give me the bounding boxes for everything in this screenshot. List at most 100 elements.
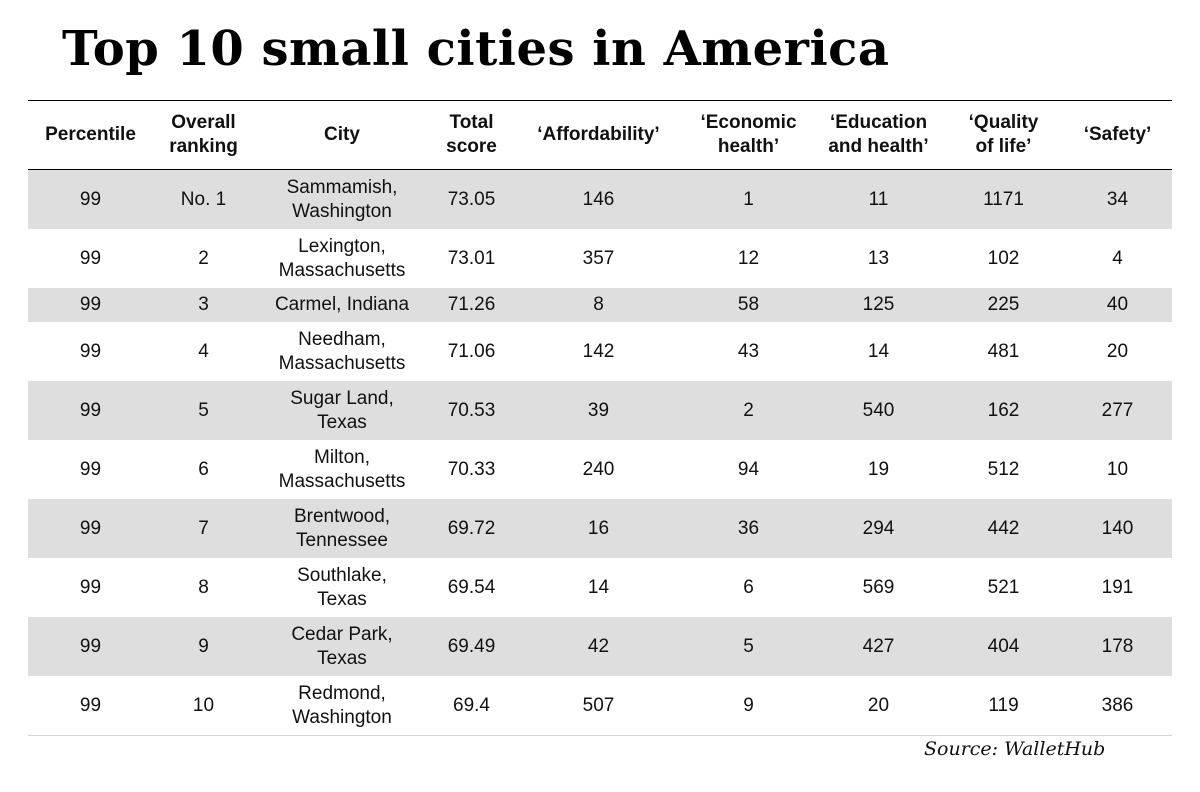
- cell-ranking: No. 1: [180, 188, 227, 210]
- cell-education: 20: [867, 694, 890, 716]
- cell-total: 69.72: [447, 517, 496, 539]
- cell-city: Lexington, Massachusetts: [254, 235, 430, 283]
- cell-ranking: 6: [198, 458, 209, 480]
- cell-ranking: 3: [198, 294, 209, 315]
- column-header-line: Overall: [171, 112, 236, 133]
- table-row: 99 No. 1 Sammamish, Washington 73.05 146 1 11 11…: [28, 170, 1172, 229]
- page-title: Top 10 small cities in America: [62, 21, 890, 77]
- column-header-safety: ‘Safety’: [1063, 123, 1172, 147]
- city-name-line: Sammamish,: [286, 176, 398, 198]
- cell-education: 427: [862, 635, 895, 657]
- city-name-line: Lexington,: [298, 235, 386, 257]
- cell-quality: 404: [987, 635, 1020, 657]
- cell-education: 11: [868, 188, 889, 210]
- cell-economic: 94: [737, 458, 760, 480]
- cell-quality: 1171: [983, 188, 1024, 210]
- cell-economic: 58: [737, 294, 760, 315]
- column-header-line: ‘Quality: [968, 112, 1039, 133]
- cell-safety: 20: [1106, 340, 1129, 362]
- city-state-line: Texas: [317, 647, 367, 669]
- column-header-education-and-health: ‘Education and health’: [813, 111, 944, 159]
- column-header-line: ‘Affordability’: [537, 124, 660, 145]
- column-header-line: ‘Economic: [700, 112, 797, 133]
- column-header-line: score: [446, 136, 497, 157]
- cell-quality: 512: [987, 458, 1020, 480]
- city-state-line: Washington: [292, 706, 392, 728]
- table-row: 99 3 Carmel, Indiana 71.26 8 58 125 225 40: [28, 288, 1172, 322]
- cell-quality: 521: [987, 576, 1020, 598]
- cell-education: 294: [862, 517, 895, 539]
- cell-total: 71.06: [447, 340, 496, 362]
- cell-city: Redmond, Washington: [254, 682, 430, 730]
- cell-percentile: 99: [79, 635, 102, 657]
- cell-education: 540: [862, 399, 895, 421]
- column-header-total-score: Total score: [430, 111, 513, 159]
- cell-ranking: 7: [198, 517, 209, 539]
- cell-affordability: 14: [587, 576, 610, 598]
- cell-percentile: 99: [79, 294, 102, 315]
- column-header-line: ranking: [169, 136, 238, 157]
- cell-ranking: 2: [198, 247, 209, 269]
- city-state-line: Massachusetts: [278, 352, 406, 374]
- cell-city: Carmel, Indiana: [254, 293, 430, 317]
- cell-city: Brentwood, Tennessee: [254, 505, 430, 553]
- cell-total: 69.49: [447, 635, 496, 657]
- cell-affordability: 507: [582, 694, 615, 716]
- cell-economic: 43: [737, 340, 760, 362]
- table-body: 99 No. 1 Sammamish, Washington 73.05 146 1 11 11…: [28, 170, 1172, 735]
- table-bottom-rule: [28, 735, 1172, 736]
- cell-quality: 442: [987, 517, 1020, 539]
- cell-percentile: 99: [79, 694, 102, 716]
- cell-ranking: 8: [198, 576, 209, 598]
- cell-economic: 12: [737, 247, 760, 269]
- column-header-line: and health’: [828, 136, 929, 157]
- cell-total: 73.01: [447, 247, 496, 269]
- cell-education: 14: [867, 340, 890, 362]
- cell-total: 70.53: [447, 399, 496, 421]
- cell-economic: 9: [743, 694, 754, 716]
- cell-total: 71.26: [447, 294, 496, 315]
- cell-affordability: 8: [593, 294, 604, 315]
- cell-economic: 2: [743, 399, 754, 421]
- city-name-line: Carmel, Indiana: [274, 294, 410, 315]
- cell-affordability: 42: [587, 635, 610, 657]
- city-name-line: Milton,: [314, 446, 370, 468]
- cell-education: 13: [867, 247, 890, 269]
- table-row: 99 6 Milton, Massachusetts 70.33 240 94 19 512 10: [28, 440, 1172, 499]
- cell-ranking: 4: [198, 340, 209, 362]
- cell-total: 69.54: [447, 576, 496, 598]
- cell-city: Cedar Park, Texas: [254, 623, 430, 671]
- city-state-line: Tennessee: [296, 529, 388, 551]
- city-state-line: Massachusetts: [278, 259, 406, 281]
- table-row: 99 10 Redmond, Washington 69.4 507 9 20 119 386: [28, 676, 1172, 735]
- cell-ranking: 10: [192, 694, 215, 716]
- cell-affordability: 142: [582, 340, 615, 362]
- column-header-overall-ranking: Overall ranking: [153, 111, 254, 159]
- cell-safety: 10: [1106, 458, 1129, 480]
- column-header-city: City: [254, 123, 430, 147]
- city-name-line: Redmond,: [298, 682, 386, 704]
- column-header-line: Total: [449, 112, 494, 133]
- cell-ranking: 9: [198, 635, 209, 657]
- column-header-line: Percentile: [45, 124, 136, 145]
- cell-quality: 225: [987, 294, 1020, 315]
- cell-percentile: 99: [79, 399, 102, 421]
- cell-education: 19: [867, 458, 890, 480]
- column-header-line: City: [324, 124, 360, 145]
- column-header-economic-health: ‘Economic health’: [684, 111, 813, 159]
- cell-percentile: 99: [79, 458, 102, 480]
- column-header-line: of life’: [975, 136, 1032, 157]
- cell-economic: 5: [743, 635, 754, 657]
- cell-city: Sugar Land, Texas: [254, 387, 430, 435]
- table-header-row: Percentile Overall ranking City Total score ‘A…: [28, 101, 1172, 170]
- cell-safety: 178: [1101, 635, 1134, 657]
- table-top-rule: [28, 100, 1172, 101]
- cell-safety: 34: [1106, 188, 1129, 210]
- cell-affordability: 240: [582, 458, 615, 480]
- cell-percentile: 99: [79, 247, 102, 269]
- cell-affordability: 39: [587, 399, 610, 421]
- table-row: 99 2 Lexington, Massachusetts 73.01 357 12 13 10…: [28, 229, 1172, 288]
- cell-percentile: 99: [79, 517, 102, 539]
- cell-city: Milton, Massachusetts: [254, 446, 430, 494]
- column-header-quality-of-life: ‘Quality of life’: [944, 111, 1063, 159]
